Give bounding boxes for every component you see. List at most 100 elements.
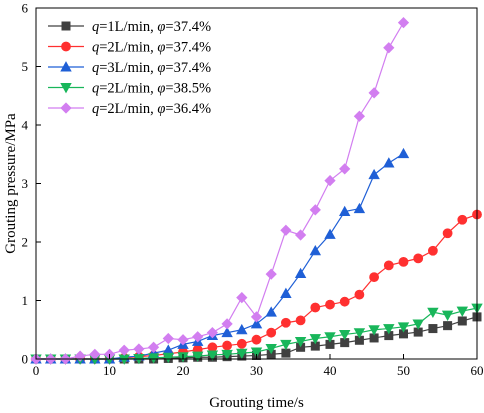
x-tick-label: 0 xyxy=(33,363,40,378)
data-point xyxy=(280,317,291,328)
data-point xyxy=(441,310,454,321)
y-axis-title: Grouting pressure/MPa xyxy=(3,113,19,254)
data-point xyxy=(162,352,175,364)
data-point xyxy=(295,315,306,326)
y-tick-label: 0 xyxy=(22,352,29,367)
data-point xyxy=(369,272,379,282)
data-point xyxy=(89,348,101,360)
data-point xyxy=(221,349,233,361)
data-point xyxy=(457,214,468,225)
data-point xyxy=(428,324,438,334)
legend-entry-1: q=1L/min, φ=37.4% xyxy=(48,19,211,35)
data-point xyxy=(338,205,351,217)
data-point xyxy=(353,328,366,339)
data-point xyxy=(236,291,248,304)
data-point xyxy=(250,318,263,329)
y-tick-label: 5 xyxy=(22,59,29,74)
x-tick-label: 40 xyxy=(324,363,337,378)
data-point xyxy=(325,299,335,310)
data-point xyxy=(250,347,263,358)
x-tick-label: 20 xyxy=(177,363,190,378)
data-point xyxy=(427,307,439,319)
legend-marker xyxy=(60,83,72,94)
legend-entry-5: q=2L/min, φ=36.4% xyxy=(48,101,211,117)
data-point xyxy=(456,306,469,317)
data-point xyxy=(338,329,351,341)
legend-marker xyxy=(60,61,72,72)
series-2 xyxy=(31,209,482,364)
x-tick-label: 60 xyxy=(471,363,484,378)
data-point xyxy=(383,324,395,335)
data-point xyxy=(368,325,380,336)
data-point xyxy=(280,224,292,236)
data-point xyxy=(294,229,307,241)
data-point xyxy=(147,353,160,364)
legend-marker xyxy=(60,102,72,114)
data-point xyxy=(221,326,233,338)
data-point xyxy=(354,289,365,300)
data-point xyxy=(118,344,130,356)
data-point xyxy=(265,344,277,355)
y-tick-label: 3 xyxy=(22,176,29,191)
data-point xyxy=(281,348,291,358)
data-point xyxy=(397,147,410,159)
data-point xyxy=(147,341,160,353)
data-point xyxy=(162,332,174,345)
data-point xyxy=(412,319,424,330)
data-point xyxy=(236,338,247,349)
data-point xyxy=(133,343,145,355)
axis-ticks: 0 10 20 30 40 50 60 0 1 2 3 4 5 6 xyxy=(22,1,484,379)
data-point xyxy=(368,87,380,99)
legend-entry-4: q=2L/min, φ=38.5% xyxy=(48,81,211,97)
x-tick-label: 30 xyxy=(250,363,263,378)
data-point xyxy=(250,311,263,323)
y-tick-label: 2 xyxy=(22,235,29,250)
x-tick-label: 50 xyxy=(397,363,410,378)
data-point xyxy=(280,287,292,298)
data-point xyxy=(339,163,351,175)
data-point xyxy=(222,340,232,351)
data-point xyxy=(413,253,424,264)
data-point xyxy=(310,302,321,313)
data-point xyxy=(383,42,395,54)
data-point xyxy=(309,244,322,256)
legend-marker xyxy=(61,41,71,52)
x-tick-label: 10 xyxy=(103,363,116,378)
data-point xyxy=(206,327,219,339)
data-point xyxy=(221,318,233,330)
data-point xyxy=(236,348,248,359)
y-tick-label: 4 xyxy=(22,118,29,133)
data-point xyxy=(383,157,395,168)
legend: q=1L/min, φ=37.4% q=2L/min, φ=37.4% q=3L/m… xyxy=(48,19,211,117)
y-tick-label: 1 xyxy=(22,293,29,308)
series-3 xyxy=(30,147,410,364)
legend-entry-2: q=2L/min, φ=37.4% xyxy=(48,40,211,56)
data-point xyxy=(397,17,410,29)
data-point xyxy=(457,316,467,326)
data-point xyxy=(265,306,277,317)
data-point xyxy=(236,323,248,335)
data-point xyxy=(339,296,350,307)
legend-label: q=2L/min, φ=37.4% xyxy=(92,40,211,56)
data-point xyxy=(280,339,292,351)
data-point xyxy=(383,260,394,271)
data-point xyxy=(353,202,366,214)
data-point xyxy=(442,228,453,239)
legend-marker xyxy=(61,21,71,31)
data-point xyxy=(206,350,219,361)
data-point xyxy=(324,174,336,187)
data-point xyxy=(368,168,380,180)
legend-label: q=2L/min, φ=38.5% xyxy=(92,81,211,97)
legend-entry-3: q=3L/min, φ=37.4% xyxy=(48,60,211,76)
legend-label: q=3L/min, φ=37.4% xyxy=(92,60,211,76)
data-point xyxy=(266,327,277,338)
y-tick-label: 6 xyxy=(22,1,29,16)
data-point xyxy=(294,336,307,348)
data-point xyxy=(397,322,410,333)
data-point xyxy=(427,245,438,256)
legend-label: q=1L/min, φ=37.4% xyxy=(92,19,211,35)
data-point xyxy=(324,228,336,239)
data-point xyxy=(177,334,189,346)
data-point xyxy=(294,267,307,279)
